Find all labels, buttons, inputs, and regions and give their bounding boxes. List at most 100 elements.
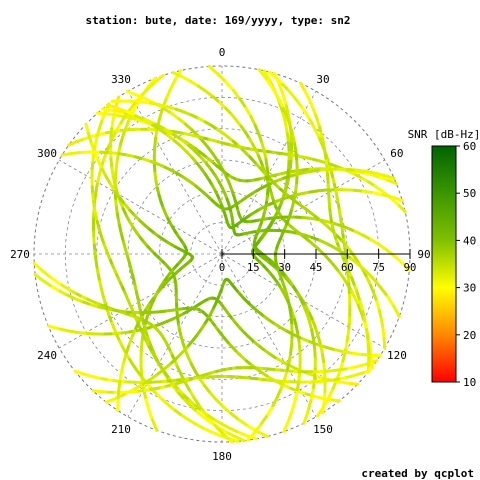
azimuth-tick-label: 120 — [387, 349, 407, 362]
elevation-axis-label: 90 — [404, 262, 417, 274]
track-segment — [224, 430, 237, 438]
track-segment — [281, 91, 288, 105]
track-segment — [400, 261, 411, 272]
track-segment — [257, 132, 264, 145]
track-segment — [253, 124, 261, 136]
track-segment — [346, 381, 360, 386]
track-segment — [101, 107, 116, 113]
track-segment — [320, 350, 326, 364]
track-segment — [216, 72, 228, 84]
track-segment — [273, 72, 281, 85]
track-segment — [209, 430, 222, 437]
track-segment — [321, 400, 326, 415]
track-segment — [99, 150, 112, 155]
track-segment — [299, 81, 306, 91]
track-segment — [151, 418, 159, 432]
azimuth-spoke — [221, 253, 317, 418]
track-segment — [277, 81, 285, 95]
track-segment — [229, 412, 241, 422]
track-segment — [142, 118, 155, 127]
track-segment — [379, 317, 385, 331]
track-segment — [32, 261, 41, 270]
track-segment — [109, 157, 114, 170]
track-segment — [238, 97, 248, 110]
track-segment — [148, 101, 161, 107]
track-segment — [237, 431, 249, 438]
track-segment — [125, 90, 139, 97]
elevation-axis-label: 75 — [372, 262, 385, 274]
track-segment — [188, 79, 200, 88]
track-segment — [112, 109, 127, 115]
track-segment — [390, 195, 404, 202]
track-segment — [345, 167, 358, 172]
footer-credit: created by qcplot — [361, 467, 474, 480]
track-segment — [207, 64, 220, 76]
track-segment — [215, 398, 225, 409]
track-segment — [328, 398, 341, 403]
satellite-tracks — [32, 64, 411, 444]
colorbar-tick-label: 20 — [463, 329, 476, 342]
track-segment — [322, 345, 335, 351]
track-segment — [371, 191, 385, 197]
track-segment — [163, 127, 175, 136]
track-segment — [385, 248, 396, 258]
track-segment — [41, 278, 52, 287]
track-segment — [246, 430, 257, 442]
track-segment — [286, 409, 294, 423]
track-segment — [244, 106, 253, 119]
track-segment — [393, 254, 404, 265]
chart-title: station: bute, date: 169/yyyy, type: sn2 — [86, 14, 351, 27]
track-segment — [276, 386, 283, 399]
snr-colorbar: SNR [dB-Hz] 10 20 30 40 50 60 — [408, 128, 480, 389]
track-segment — [222, 405, 233, 416]
track-segment — [84, 122, 90, 136]
track-segment — [280, 104, 288, 117]
track-segment — [60, 151, 74, 157]
track-segment — [73, 369, 83, 375]
track-segment — [288, 122, 294, 135]
track-segment — [180, 75, 192, 83]
track-segment — [151, 123, 162, 132]
track-segment — [379, 286, 389, 298]
track-segment — [381, 327, 386, 340]
track-segment — [118, 370, 123, 383]
azimuth-tick-label: 210 — [111, 423, 131, 436]
track-segment — [65, 329, 78, 334]
colorbar-scale — [431, 145, 457, 383]
track-segment — [100, 110, 107, 123]
track-segment — [283, 368, 289, 381]
azimuth-tick-label: 30 — [316, 73, 329, 86]
track-segment — [369, 238, 381, 246]
track-segment — [147, 408, 154, 422]
track-segment — [253, 421, 264, 434]
track-segment — [266, 404, 275, 417]
azimuth-tick-label: 180 — [212, 450, 232, 463]
track-segment — [158, 128, 170, 137]
track-segment — [392, 304, 401, 318]
colorbar-label: SNR [dB-Hz] — [408, 128, 480, 141]
track-segment — [56, 327, 69, 333]
track-segment — [134, 114, 146, 122]
track-segment — [381, 193, 394, 199]
track-segment — [122, 388, 135, 396]
track-segment — [372, 277, 383, 290]
track-segment — [373, 171, 386, 177]
azimuth-tick-label: 150 — [313, 423, 333, 436]
track-segment — [110, 166, 115, 179]
track-segment — [257, 68, 268, 80]
track-segment — [203, 384, 212, 395]
track-segment — [319, 396, 332, 402]
track-segment — [387, 178, 398, 185]
track-segment — [333, 246, 345, 255]
track-segment — [171, 71, 184, 79]
track-segment — [237, 418, 250, 428]
track-segment — [283, 119, 289, 133]
track-segment — [361, 233, 373, 241]
track-segment — [97, 119, 104, 132]
track-segment — [264, 77, 274, 89]
track-segment — [377, 308, 383, 321]
track-segment — [172, 132, 183, 142]
track-segment — [168, 78, 177, 92]
track-segment — [284, 113, 292, 126]
azimuth-tick-label: 0 — [219, 46, 226, 59]
